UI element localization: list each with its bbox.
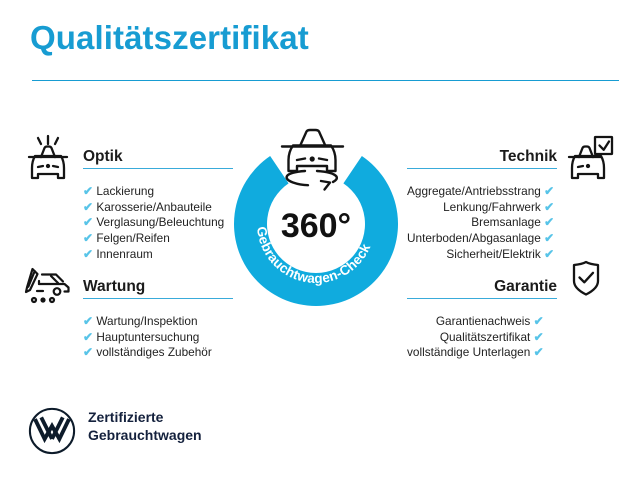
svg-text:360°: 360°	[281, 207, 351, 245]
